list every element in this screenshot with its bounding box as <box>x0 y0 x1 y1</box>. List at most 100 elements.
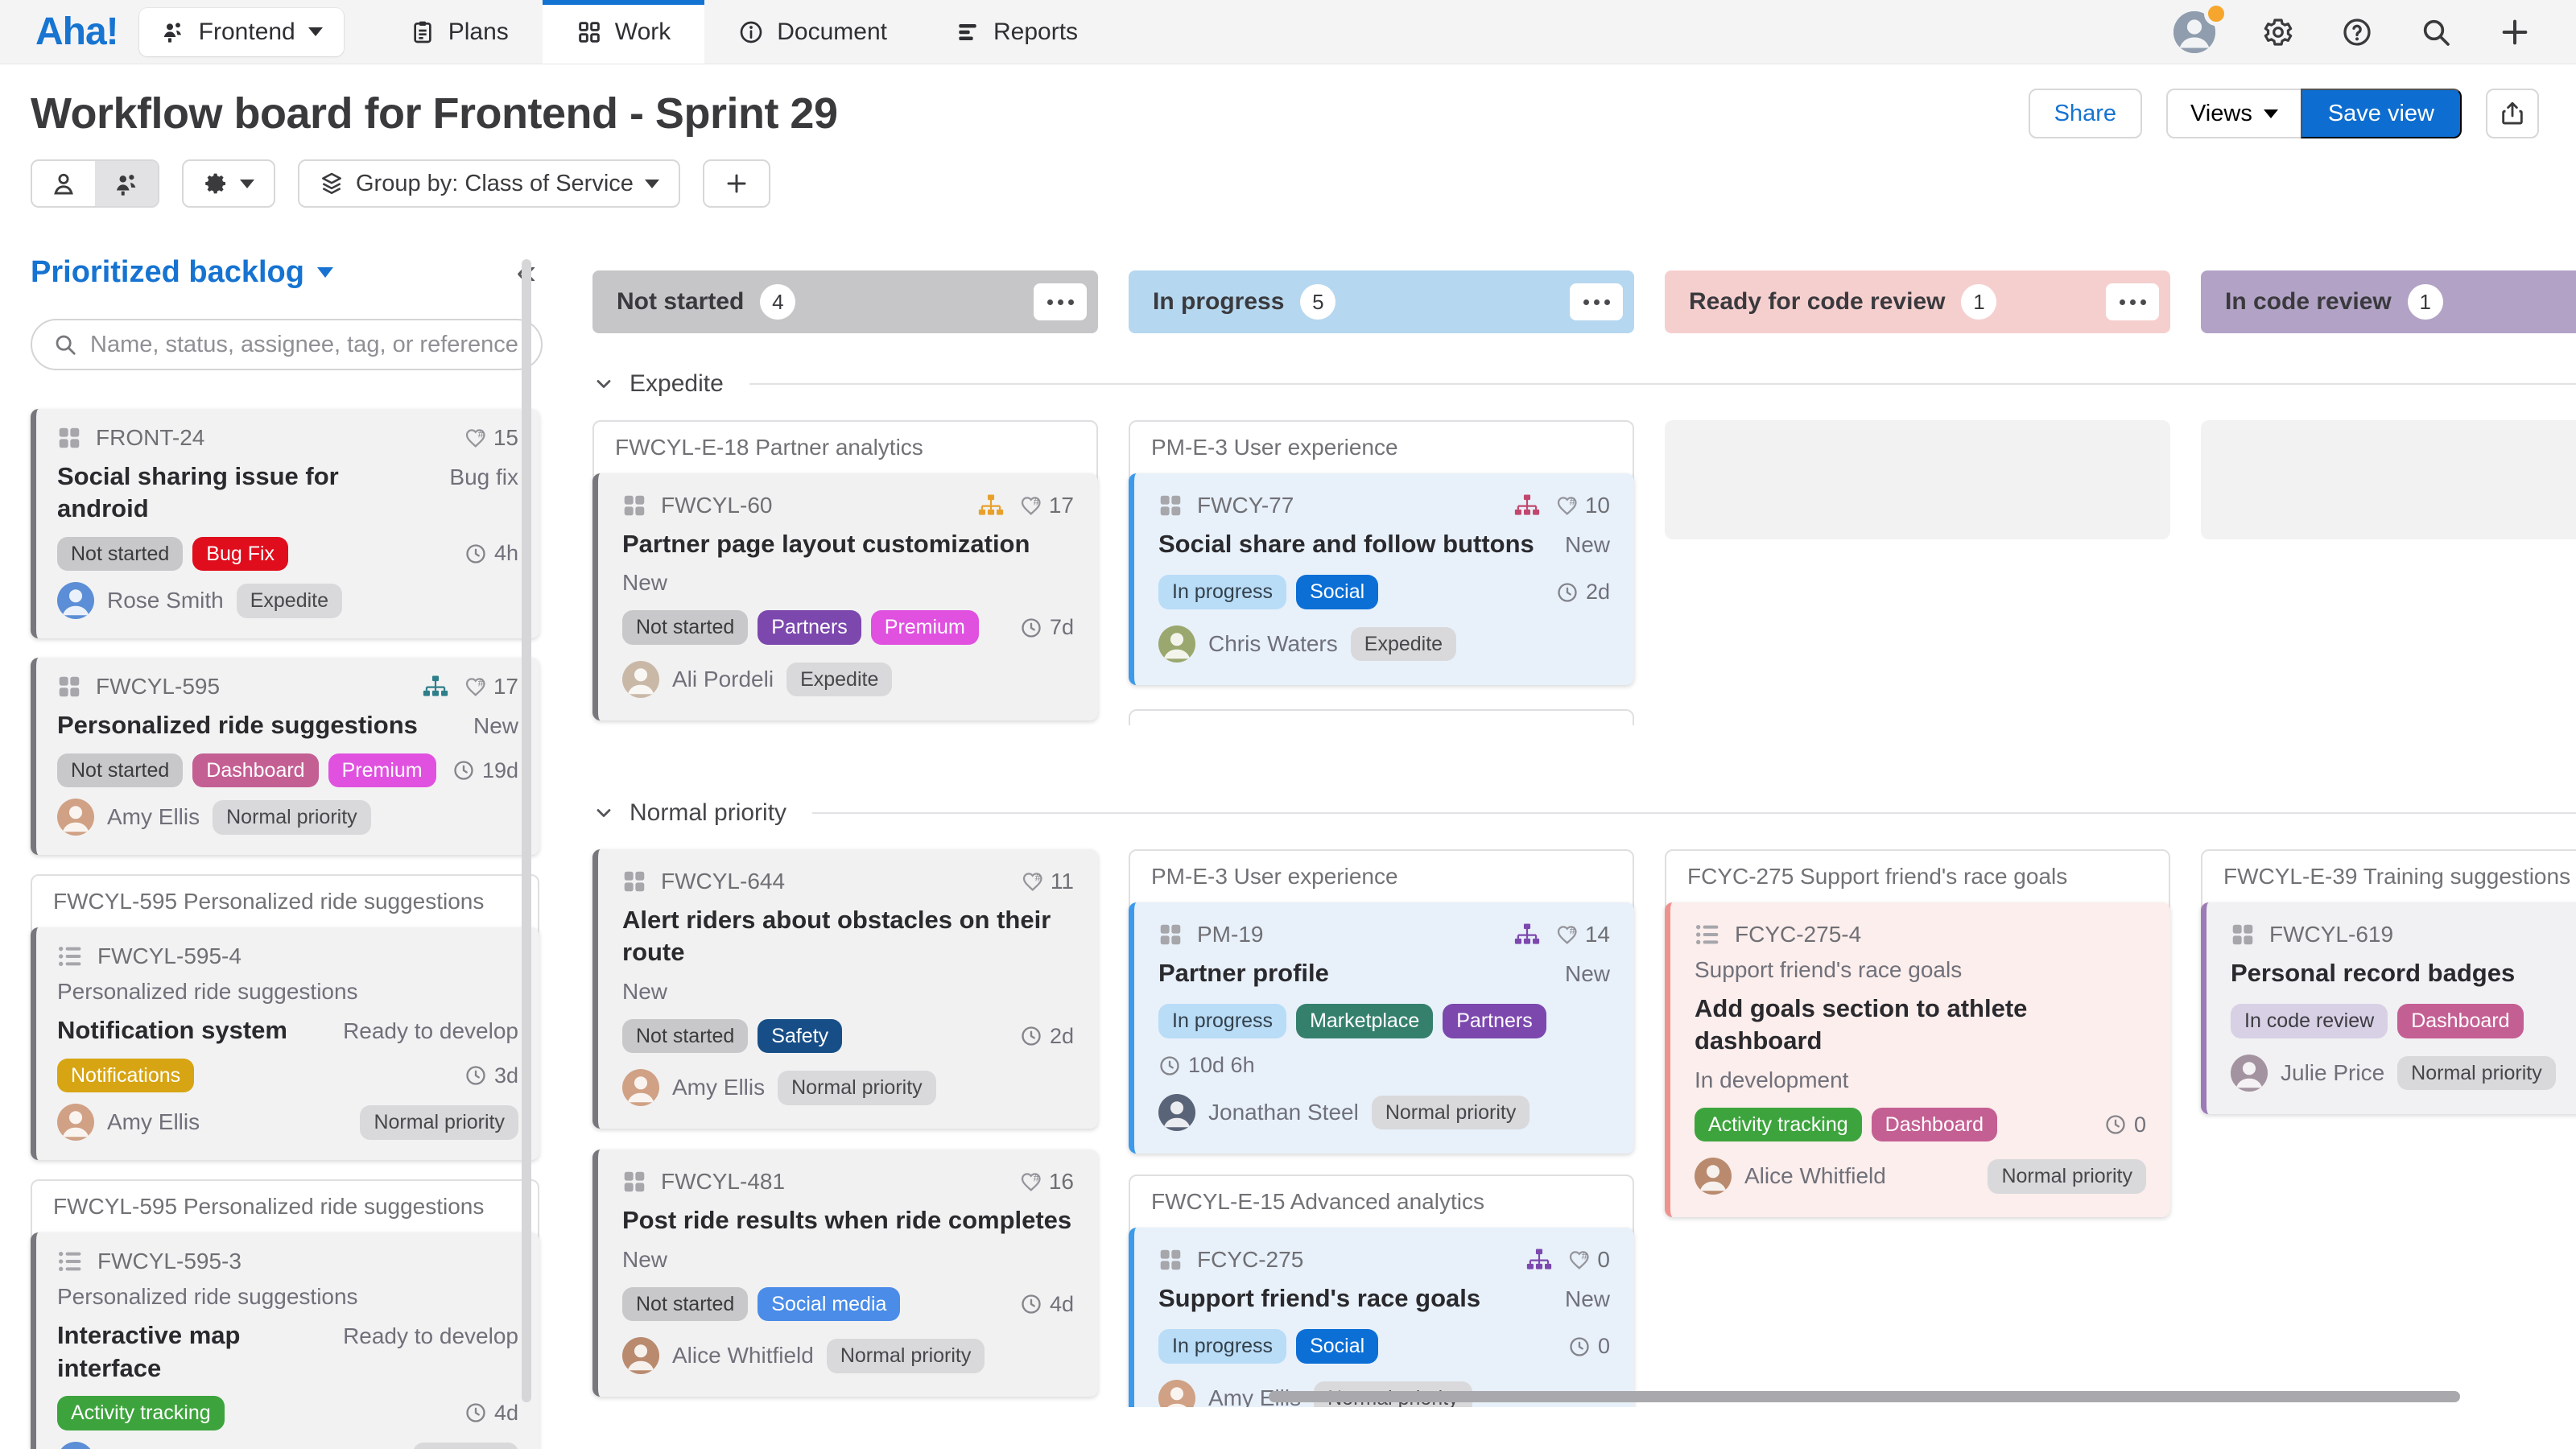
time-estimate: 10d 6h <box>1158 1053 1255 1078</box>
tag: Partners <box>1443 1004 1546 1039</box>
settings-gear-icon[interactable] <box>2262 16 2294 48</box>
board-settings-button[interactable] <box>182 159 275 208</box>
multi-user-toggle[interactable] <box>95 161 158 206</box>
avatar <box>1158 1380 1195 1407</box>
tag: Dashboard <box>192 753 319 788</box>
tag: Activity tracking <box>57 1396 225 1430</box>
record-card[interactable]: FWCYL-481 #16 Post ride results when ride … <box>592 1150 1098 1397</box>
record-card[interactable]: FWCYL-619 Personal record badges In code r… <box>2201 902 2576 1115</box>
clock-icon <box>2104 1113 2127 1136</box>
add-view-control-button[interactable] <box>702 159 770 208</box>
column-menu-button[interactable] <box>1570 283 1623 320</box>
record-card[interactable]: FRONT-24 #15 Social sharing issue for andr… <box>31 409 539 639</box>
points-value: 17 <box>493 674 518 700</box>
requirement-list-icon <box>57 1249 83 1274</box>
create-plus-icon[interactable] <box>2499 16 2531 48</box>
clipped-next-card <box>1129 709 1634 726</box>
views-dropdown-button[interactable]: Views <box>2165 89 2301 138</box>
backlog-selector[interactable]: Prioritized backlog <box>31 255 333 290</box>
svg-text:#: # <box>477 677 484 689</box>
record-card[interactable]: FWCYL-595-4 Personalized ride suggestions… <box>31 927 539 1161</box>
views-label: Views <box>2190 100 2252 126</box>
record-group: FWCYL-595 Personalized ride suggestions F… <box>31 1179 539 1449</box>
record-card[interactable]: FWCYL-595 #17 Personalized ride suggestion… <box>31 658 539 856</box>
record-card[interactable]: FWCYL-60 #17 Partner page layout customiza… <box>592 473 1098 721</box>
sidebar-scrollbar[interactable] <box>522 259 531 1402</box>
tag: Not started <box>622 1286 749 1322</box>
save-view-button[interactable]: Save view <box>2300 89 2462 138</box>
avatar <box>2231 1055 2268 1092</box>
clock-icon <box>464 1064 487 1087</box>
points-value: 16 <box>1048 1169 1074 1195</box>
svg-text:#: # <box>1569 495 1575 507</box>
time-value: 4d <box>493 1400 518 1425</box>
priority-chip: Normal priority <box>2397 1055 2556 1091</box>
record-id: FWCYL-60 <box>661 493 773 518</box>
priority-chip: Normal priority <box>1988 1159 2146 1194</box>
points-heart-icon: # <box>1556 923 1580 946</box>
chevron-down-icon <box>2263 109 2278 118</box>
tab-document[interactable]: Document <box>704 0 921 64</box>
backlog-search[interactable] <box>31 319 543 370</box>
tab-work[interactable]: Work <box>542 0 705 64</box>
tab-reports[interactable]: Reports <box>921 0 1112 64</box>
record-card[interactable]: FWCYL-595-3 Personalized ride suggestions… <box>31 1232 539 1449</box>
single-user-toggle[interactable] <box>32 161 95 206</box>
record-status-label: New <box>622 570 668 596</box>
group-by-dropdown[interactable]: Group by: Class of Service <box>298 159 680 208</box>
record-group: FCYC-275 Support friend's race goals FCYC… <box>1665 849 2170 1218</box>
column-menu-button[interactable] <box>1034 283 1087 320</box>
record-title: Notification system <box>57 1016 287 1045</box>
avatar <box>57 799 94 836</box>
assignee-name: Amy Ellis <box>672 1075 766 1100</box>
plans-icon <box>410 19 436 45</box>
swimlane-header[interactable]: Expedite <box>592 370 2576 398</box>
record-card[interactable]: FCYC-275 #0 Support friend's race goals New… <box>1129 1228 1634 1407</box>
record-status-label: New <box>473 713 518 739</box>
clock-icon <box>452 759 475 782</box>
column-label: In progress <box>1153 288 1285 315</box>
chevron-down-icon <box>592 373 615 395</box>
time-estimate: 4d <box>1020 1292 1074 1317</box>
record-card[interactable]: PM-19 #14 Partner profile New In progress Mar… <box>1129 902 1634 1154</box>
record-card[interactable]: FWCY-77 #10 Social share and follow button… <box>1129 473 1634 686</box>
record-status-label: New <box>1564 532 1610 557</box>
time-value: 4h <box>493 541 518 566</box>
record-title: Alert riders about obstacles on their ro… <box>622 906 1051 967</box>
avatar <box>57 1441 94 1449</box>
time-value: 10d 6h <box>1188 1053 1255 1078</box>
avatar <box>1158 625 1195 663</box>
svg-text:#: # <box>477 427 484 440</box>
record-id: PM-19 <box>1197 922 1264 947</box>
tab-plans[interactable]: Plans <box>376 0 543 64</box>
record-group: PM-E-3 User experience FWCY-77 #10 Social s… <box>1129 420 1634 686</box>
swimlane-header[interactable]: Normal priority <box>592 799 2576 827</box>
tag: Premium <box>328 753 436 788</box>
avatar <box>622 661 659 699</box>
column-label: Ready for code review <box>1689 288 1946 315</box>
hierarchy-icon <box>1526 1248 1552 1272</box>
record-card[interactable]: FWCYL-644 #11 Alert riders about obstacles… <box>592 849 1098 1129</box>
search-input[interactable] <box>90 331 520 358</box>
record-card[interactable]: FCYC-275-4 Support friend's race goals Add… <box>1665 902 2170 1218</box>
tag: Not started <box>57 753 184 788</box>
help-icon[interactable] <box>2341 16 2373 48</box>
record-title: Support friend's race goals <box>1158 1284 1481 1313</box>
user-avatar[interactable] <box>2174 1 2228 53</box>
search-icon[interactable] <box>2420 16 2452 48</box>
time-estimate: 4h <box>464 541 518 566</box>
column-count: 5 <box>1300 284 1336 320</box>
backlog-sidebar: Prioritized backlog « FRONT-24#15Social … <box>0 254 564 1449</box>
layers-icon <box>319 171 345 196</box>
workspace-switcher[interactable]: Frontend <box>138 7 344 56</box>
export-button[interactable] <box>2486 89 2539 138</box>
feature-grid-icon <box>57 675 81 699</box>
time-value: 19d <box>481 758 518 782</box>
time-estimate: 2d <box>1020 1024 1074 1049</box>
points-badge: #0 <box>1568 1247 1610 1273</box>
column-menu-button[interactable] <box>2106 283 2159 320</box>
share-button[interactable]: Share <box>2028 89 2142 138</box>
workflow-board: Not started 4 In progress 5 Ready for code r… <box>564 254 2576 1407</box>
feature-grid-icon <box>57 426 81 450</box>
scrollbar-thumb[interactable] <box>1269 1391 2460 1402</box>
